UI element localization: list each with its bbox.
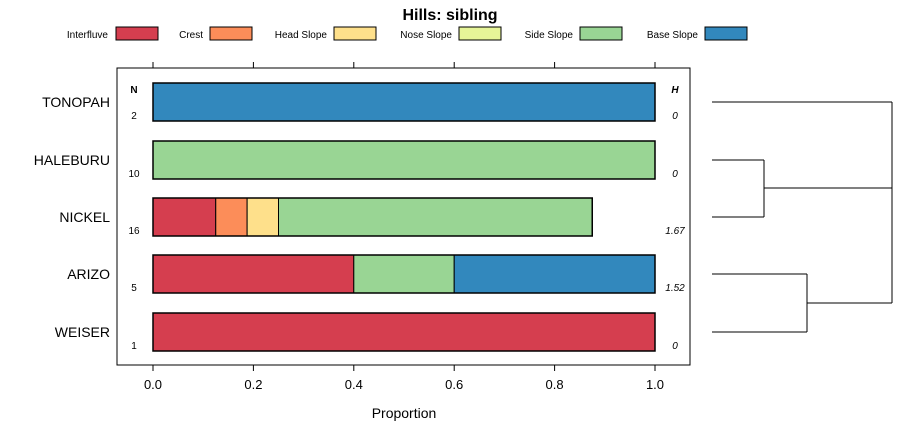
chart-title: Hills: sibling [402, 7, 497, 24]
x-tick-label: 0.4 [345, 377, 363, 392]
legend-label-base-slope: Base Slope [647, 30, 699, 41]
category-label-arizo: ARIZO [67, 266, 110, 282]
x-tick-label: 0.0 [144, 377, 162, 392]
n-column-header: N [130, 85, 137, 96]
h-column-header: H [671, 85, 679, 96]
bar-nickel-interfluve [152, 197, 217, 237]
legend-label-interfluve: Interfluve [67, 30, 109, 41]
category-label-weiser: WEISER [55, 324, 110, 340]
top-axis-ticks [152, 62, 656, 68]
x-axis: 0.0 0.2 0.4 0.6 0.8 1.0 [144, 365, 664, 392]
x-tick-label: 0.6 [445, 377, 463, 392]
n-value-nickel: 16 [128, 226, 140, 237]
legend-label-side-slope: Side Slope [525, 30, 574, 41]
bar-nickel-crest [215, 197, 248, 237]
x-axis-title: Proportion [372, 405, 437, 421]
category-label-tonopah: TONOPAH [42, 94, 110, 110]
n-values: 2 10 16 5 1 [128, 111, 140, 352]
bar-weiser-interfluve [152, 312, 656, 352]
h-value-haleburu: 0 [672, 169, 678, 180]
h-values: 0 0 1.67 1.52 0 [665, 111, 685, 352]
bar-tonopah-base-slope [152, 82, 656, 122]
legend-label-crest: Crest [179, 30, 203, 41]
legend: Interfluve Crest Head Slope Nose Slope Side … [67, 26, 748, 41]
legend-swatch-head-slope [333, 26, 377, 41]
bar-arizo-interfluve [152, 254, 355, 294]
bar-outline-weiser [152, 312, 656, 352]
h-value-arizo: 1.52 [665, 283, 685, 294]
bar-arizo-side-slope [353, 254, 455, 294]
bar-outline-haleburu [152, 140, 656, 180]
legend-swatch-nose-slope [458, 26, 502, 41]
legend-swatch-side-slope [579, 26, 623, 41]
legend-label-head-slope: Head Slope [275, 30, 328, 41]
bar-outline-arizo [152, 254, 656, 294]
n-value-weiser: 1 [131, 341, 137, 352]
n-value-arizo: 5 [131, 283, 137, 294]
h-value-weiser: 0 [672, 341, 678, 352]
legend-label-nose-slope: Nose Slope [400, 30, 452, 41]
plot-frame [116, 67, 691, 366]
bars [152, 82, 656, 352]
bar-arizo-base-slope [453, 254, 656, 294]
category-labels: TONOPAH HALEBURU NICKEL ARIZO WEISER [34, 94, 110, 340]
category-label-haleburu: HALEBURU [34, 152, 110, 168]
h-value-nickel: 1.67 [665, 226, 685, 237]
n-value-haleburu: 10 [128, 169, 140, 180]
h-value-tonopah: 0 [672, 111, 678, 122]
bar-nickel-head-slope [246, 197, 279, 237]
bar-nickel-side-slope [278, 197, 593, 237]
bar-outline-tonopah [152, 82, 656, 122]
dendrogram [712, 101, 893, 333]
n-value-tonopah: 2 [131, 111, 137, 122]
bar-haleburu-side-slope [152, 140, 656, 180]
legend-swatch-base-slope [704, 26, 748, 41]
x-tick-label: 0.2 [244, 377, 262, 392]
legend-swatch-crest [209, 26, 253, 41]
bar-outline-nickel [152, 197, 593, 237]
x-tick-label: 0.8 [546, 377, 564, 392]
legend-swatch-interfluve [115, 26, 159, 41]
x-tick-label: 1.0 [646, 377, 664, 392]
category-label-nickel: NICKEL [59, 209, 110, 225]
